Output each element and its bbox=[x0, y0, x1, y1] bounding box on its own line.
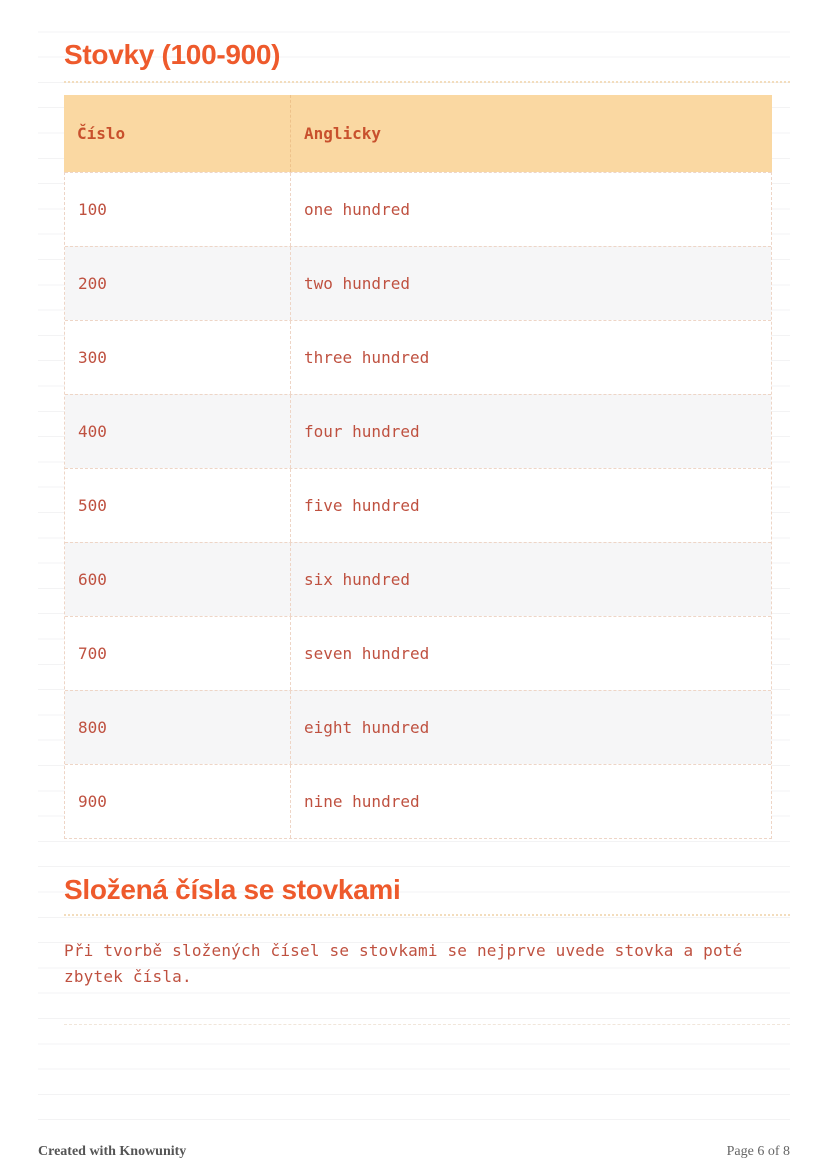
column-header-anglicky: Anglicky bbox=[304, 124, 382, 143]
table-row: 600 six hundred bbox=[65, 542, 771, 616]
cell-cislo: 500 bbox=[65, 469, 291, 542]
table-header-row: Číslo Anglicky bbox=[64, 95, 772, 172]
table-row: 300 three hundred bbox=[65, 320, 771, 394]
table-row: 100 one hundred bbox=[65, 172, 771, 246]
cell-anglicky: two hundred bbox=[304, 274, 410, 293]
cell-cislo: 800 bbox=[65, 691, 291, 764]
page-footer: Created with Knowunity Page 6 of 8 bbox=[38, 1144, 790, 1160]
cell-cislo: 700 bbox=[65, 617, 291, 690]
document-page: Stovky (100-900) Číslo Anglicky 100 one … bbox=[64, 0, 790, 1025]
section-title-slozena-cisla: Složená čísla se stovkami bbox=[64, 875, 790, 916]
created-with-label: Created with Knowunity bbox=[38, 1144, 187, 1159]
table-body: 100 one hundred 200 two hundred 300 thre… bbox=[64, 172, 772, 839]
cell-anglicky: one hundred bbox=[304, 200, 410, 219]
table-row: 700 seven hundred bbox=[65, 616, 771, 690]
cell-cislo: 300 bbox=[65, 321, 291, 394]
table-row: 200 two hundred bbox=[65, 246, 771, 320]
cell-anglicky: six hundred bbox=[304, 570, 410, 589]
table-row: 400 four hundred bbox=[65, 394, 771, 468]
cell-cislo: 200 bbox=[65, 247, 291, 320]
cell-anglicky: three hundred bbox=[304, 348, 430, 367]
cell-cislo: 600 bbox=[65, 543, 291, 616]
column-header-cislo: Číslo bbox=[64, 95, 291, 172]
cell-anglicky: four hundred bbox=[304, 422, 420, 441]
faint-divider bbox=[64, 1024, 790, 1025]
cell-anglicky: nine hundred bbox=[304, 792, 420, 811]
cell-cislo: 900 bbox=[65, 765, 291, 838]
section-paragraph: Při tvorbě složených čísel se stovkami s… bbox=[64, 941, 743, 986]
cell-anglicky: seven hundred bbox=[304, 644, 430, 663]
table-row: 800 eight hundred bbox=[65, 690, 771, 764]
table-row: 500 five hundred bbox=[65, 468, 771, 542]
cell-anglicky: five hundred bbox=[304, 496, 420, 515]
section-title-stovky: Stovky (100-900) bbox=[64, 40, 790, 83]
page-number-label: Page 6 of 8 bbox=[726, 1144, 790, 1159]
cell-cislo: 100 bbox=[65, 173, 291, 246]
cell-anglicky: eight hundred bbox=[304, 718, 430, 737]
numbers-table: Číslo Anglicky 100 one hundred 200 two h… bbox=[64, 95, 772, 839]
cell-cislo: 400 bbox=[65, 395, 291, 468]
table-row: 900 nine hundred bbox=[65, 764, 771, 838]
